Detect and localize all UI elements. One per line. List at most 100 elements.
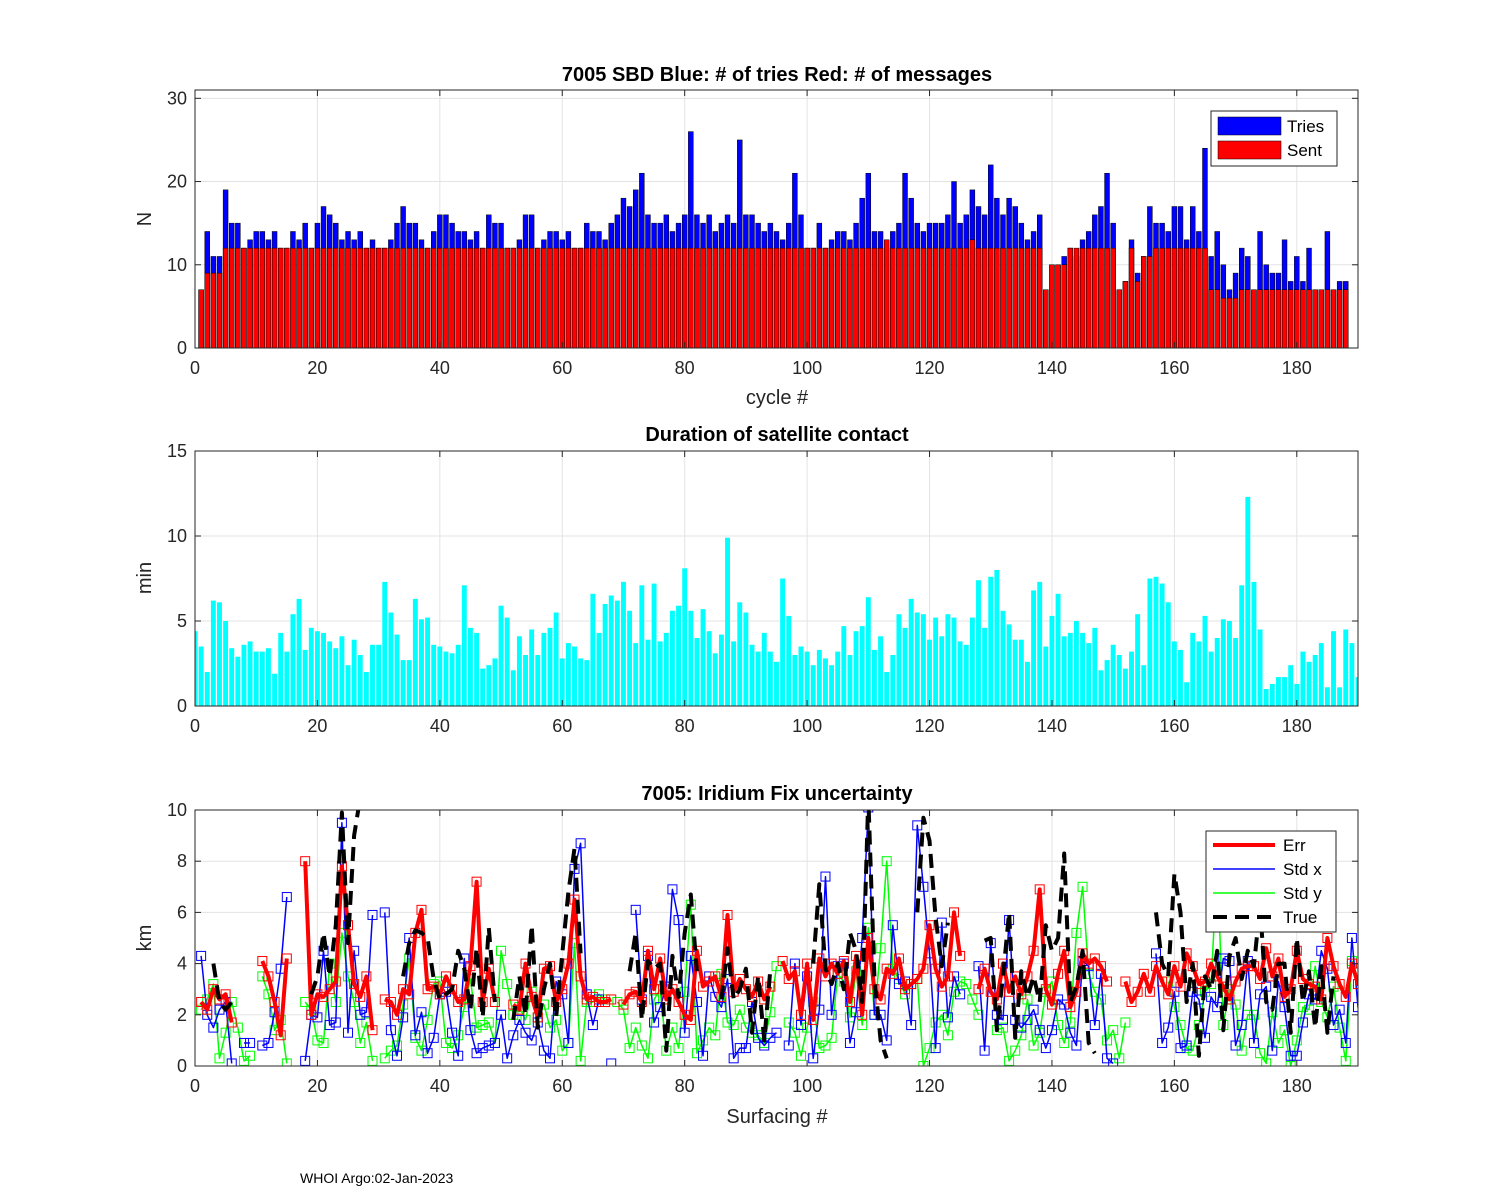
sent-bar	[1012, 247, 1018, 348]
marker-std-y	[545, 1022, 556, 1033]
duration-bar	[651, 583, 657, 706]
sent-bar	[216, 272, 223, 348]
marker-std-y	[1169, 1002, 1180, 1013]
duration-bar	[523, 655, 528, 706]
marker-err	[710, 971, 721, 982]
sent-bar	[639, 247, 645, 348]
duration-bar	[1300, 651, 1306, 706]
marker-std-x	[508, 1030, 519, 1041]
duration-bar	[1159, 583, 1165, 706]
marker-std-x	[245, 1037, 256, 1048]
sent-bar	[1196, 247, 1202, 348]
marker-std-x	[477, 1043, 488, 1054]
sent-bar	[614, 247, 621, 348]
marker-err	[349, 979, 360, 990]
sent-bar	[700, 247, 706, 348]
marker-std-x	[1071, 1040, 1082, 1051]
marker-err	[404, 989, 415, 1000]
chart2-title: Duration of satellite contact	[645, 424, 909, 446]
x-tick-label: 180	[1282, 358, 1312, 378]
duration-bar	[1184, 682, 1190, 706]
x-tick-label: 160	[1159, 716, 1189, 736]
marker-err	[1120, 976, 1131, 987]
sent-bar	[633, 247, 639, 348]
marker-std-y	[1095, 994, 1106, 1005]
marker-err	[949, 907, 960, 918]
duration-bar	[602, 604, 608, 706]
duration-bar	[1269, 683, 1275, 706]
sent-bar	[602, 247, 608, 348]
marker-err	[1279, 991, 1290, 1002]
marker-std-x	[844, 1037, 855, 1048]
marker-err	[930, 963, 941, 974]
marker-std-y	[881, 856, 892, 867]
marker-std-x	[1334, 1004, 1345, 1015]
sent-bar	[681, 247, 688, 348]
duration-bar	[1208, 651, 1214, 706]
duration-bar	[425, 617, 431, 706]
marker-err	[606, 994, 617, 1005]
marker-std-y	[367, 1055, 378, 1066]
sent-bar	[1055, 264, 1061, 348]
duration-bar	[486, 665, 492, 706]
marker-std-y	[691, 1048, 702, 1059]
duration-bar	[1190, 632, 1196, 706]
marker-err	[795, 1009, 806, 1020]
duration-bar	[1141, 665, 1147, 706]
duration-bar	[1171, 641, 1177, 706]
duration-bar	[253, 651, 259, 706]
duration-bar	[749, 644, 755, 706]
marker-std-x	[355, 1009, 366, 1020]
duration-bar	[1227, 621, 1232, 706]
x-tick-label: 20	[307, 1076, 327, 1096]
marker-std-y	[483, 1017, 494, 1028]
marker-std-y	[496, 945, 507, 956]
series-line-err	[780, 910, 963, 1022]
y-tick-label: 30	[167, 88, 187, 108]
duration-bar	[694, 638, 700, 706]
sent-bar	[914, 247, 920, 348]
marker-err	[1083, 958, 1094, 969]
marker-err	[587, 991, 598, 1002]
duration-bar	[1129, 651, 1134, 706]
duration-bar	[443, 651, 449, 706]
marker-std-x	[808, 1053, 819, 1064]
sent-bar	[1245, 289, 1251, 348]
x-tick-label: 40	[430, 358, 450, 378]
marker-std-y	[924, 1043, 935, 1054]
duration-bar	[731, 641, 737, 706]
sent-bar	[835, 247, 841, 348]
marker-err	[1157, 976, 1168, 987]
duration-bar	[1233, 638, 1239, 706]
x-tick-label: 80	[675, 358, 695, 378]
marker-err	[1310, 981, 1321, 992]
marker-std-y	[630, 1022, 641, 1033]
sent-bar	[994, 247, 1000, 348]
marker-std-y	[440, 1037, 451, 1048]
duration-bar	[1214, 638, 1220, 706]
sent-bar	[663, 247, 670, 348]
x-tick-label: 0	[190, 716, 200, 736]
marker-err	[783, 973, 794, 984]
marker-err	[593, 997, 604, 1007]
marker-std-x	[1248, 1037, 1259, 1048]
marker-std-y	[416, 1045, 427, 1056]
sent-bar	[669, 247, 676, 348]
y-tick-label: 0	[177, 338, 187, 358]
marker-std-y	[471, 1022, 482, 1033]
marker-std-x	[263, 1037, 274, 1048]
sent-bar	[277, 247, 284, 348]
duration-bar	[308, 627, 314, 706]
duration-bar	[1086, 643, 1092, 706]
marker-std-x	[471, 1048, 482, 1059]
marker-std-y	[1175, 1020, 1186, 1031]
marker-std-x	[1046, 1025, 1057, 1036]
marker-err	[704, 976, 715, 987]
marker-std-x	[563, 1037, 574, 1048]
legend-err-label: Err	[1283, 836, 1306, 855]
marker-std-x	[196, 950, 207, 961]
duration-bar	[529, 629, 535, 706]
duration-bar	[633, 643, 639, 706]
sent-bar	[596, 247, 602, 348]
sent-bar	[424, 247, 431, 348]
